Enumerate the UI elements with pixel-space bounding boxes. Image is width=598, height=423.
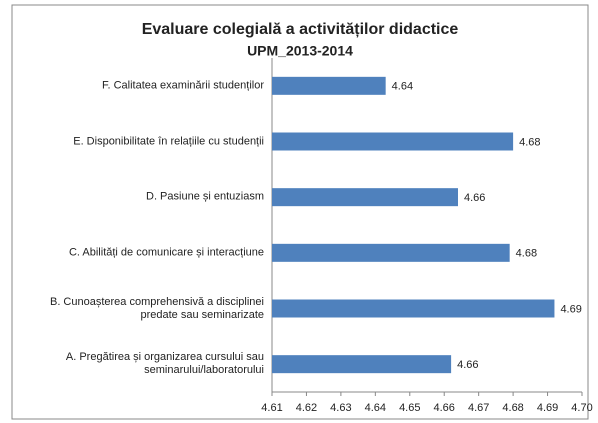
value-label: 4.68 (519, 136, 540, 148)
category-label: B. Cunoașterea comprehensivă a disciplin… (49, 295, 264, 321)
x-tick-label: 4.66 (434, 402, 455, 414)
bar (272, 243, 510, 262)
value-label: 4.69 (560, 303, 581, 315)
category-label: C. Abilități de comunicare și interacțiu… (68, 246, 264, 259)
x-tick-label: 4.65 (399, 402, 420, 414)
value-label: 4.66 (464, 192, 485, 204)
bar (272, 355, 452, 374)
bar (272, 132, 514, 151)
frame (11, 4, 589, 420)
chart-title: Evaluare colegială a activităților didac… (142, 21, 459, 38)
x-tick-label: 4.69 (537, 402, 558, 414)
value-label: 4.64 (392, 81, 413, 93)
x-tick-label: 4.62 (296, 402, 317, 414)
x-tick-label: 4.70 (571, 402, 592, 414)
value-label: 4.66 (457, 359, 478, 371)
bar (272, 76, 386, 95)
category-label: E. Disponibilitate în relațiile cu stude… (73, 135, 264, 147)
category-label: D. Pasiune și entuziasm (146, 190, 264, 203)
category-label: F. Calitatea examinării studenților (101, 79, 264, 92)
x-tick-label: 4.68 (502, 402, 523, 414)
value-label: 4.68 (516, 248, 537, 260)
chart-subtitle: UPM_2013-2014 (247, 43, 353, 59)
x-tick-label: 4.67 (468, 402, 489, 414)
x-tick-label: 4.64 (365, 402, 386, 414)
bar (272, 299, 555, 318)
x-tick-label: 4.63 (330, 402, 351, 414)
bar (272, 188, 458, 207)
category-label: A. Pregătirea și organizarea cursului sa… (65, 351, 264, 377)
x-tick-label: 4.61 (261, 402, 282, 414)
